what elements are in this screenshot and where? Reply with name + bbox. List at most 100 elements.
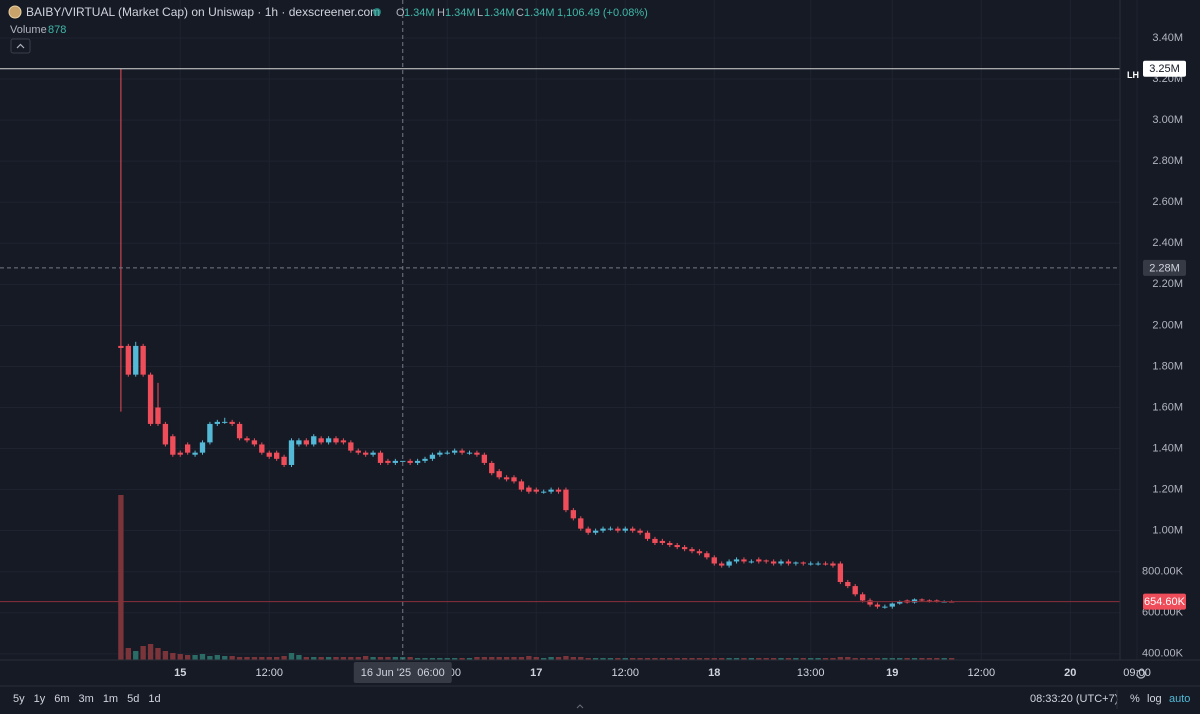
volume-bar: [214, 655, 220, 660]
volume-bar: [570, 657, 577, 660]
candle-body: [348, 442, 354, 451]
candle-body: [822, 563, 829, 565]
candle-body: [162, 423, 169, 445]
candle-body: [177, 452, 183, 455]
volume-bar: [652, 658, 658, 660]
last-price-label: 654.60K: [1144, 596, 1186, 608]
volume-bar: [385, 657, 391, 660]
candle-body: [362, 452, 369, 455]
x-tick-label: 15: [174, 667, 186, 679]
volume-bar: [711, 658, 717, 660]
volume-bar: [934, 658, 940, 660]
range-button[interactable]: 1d: [148, 693, 160, 705]
candle-body: [214, 421, 220, 424]
candle-body: [400, 460, 406, 462]
candle-body: [733, 559, 740, 562]
y-tick-label: 3.40M: [1152, 32, 1183, 44]
volume-bar: [526, 656, 532, 660]
legend-h: 1.34M: [445, 7, 476, 19]
x-tick-label: 20: [1064, 667, 1076, 679]
range-buttons: 5y 1y 6m 3m 1m 5d 1d: [13, 693, 161, 705]
range-button[interactable]: 5d: [127, 693, 139, 705]
candle-body: [273, 452, 280, 459]
range-button[interactable]: 1m: [103, 693, 118, 705]
range-button[interactable]: 5y: [13, 693, 25, 705]
candle-body: [667, 542, 673, 546]
candle-body: [726, 561, 732, 566]
volume-bar: [874, 658, 881, 660]
volume-bar: [251, 657, 258, 660]
y-tick-label: 600.00K: [1142, 607, 1184, 619]
y-tick-label: 2.20M: [1152, 278, 1183, 290]
volume-bar: [466, 658, 473, 660]
volume-bar: [474, 657, 480, 660]
volume-bar: [911, 658, 918, 660]
candle-body: [281, 456, 287, 465]
volume-bar: [452, 658, 458, 660]
y-tick-label: 2.00M: [1152, 319, 1183, 331]
expand-icon[interactable]: [576, 704, 584, 709]
candle-body: [770, 561, 777, 564]
candle-body: [689, 549, 695, 552]
volume-title: Volume: [10, 24, 47, 36]
range-button[interactable]: 6m: [54, 693, 69, 705]
volume-bar: [630, 658, 636, 660]
volume-bar: [459, 658, 465, 660]
candle-body: [244, 438, 250, 441]
candle-body: [355, 450, 361, 453]
candle-body: [444, 452, 450, 454]
volume-bar: [674, 658, 680, 660]
x-tick-label: 18: [708, 667, 720, 679]
x-tick-label: 17: [530, 667, 542, 679]
candle-body: [741, 559, 747, 562]
candle-body: [414, 460, 421, 463]
y-tick-label: 2.80M: [1152, 155, 1183, 167]
legend-l-label: L: [477, 7, 483, 19]
volume-bar: [563, 656, 569, 660]
candle-body: [748, 561, 755, 563]
token-icon: [8, 5, 22, 19]
y-tick-label: 1.80M: [1152, 360, 1183, 372]
volume-bar: [607, 658, 614, 660]
volume-bar: [756, 658, 762, 660]
candle-body: [897, 601, 903, 604]
auto-toggle[interactable]: auto: [1169, 693, 1190, 705]
candle-body: [622, 528, 628, 531]
candle-body: [392, 460, 399, 463]
x-tick-label: 13:00: [797, 667, 825, 679]
volume-bar: [437, 658, 443, 660]
range-button[interactable]: 1y: [34, 693, 46, 705]
volume-bar: [548, 657, 554, 660]
candle-body: [170, 436, 176, 455]
candle-body: [459, 450, 465, 453]
collapse-button[interactable]: [10, 38, 31, 54]
volume-bar: [177, 654, 183, 660]
settings-icon[interactable]: [1136, 669, 1146, 679]
candle-body: [311, 436, 317, 445]
log-toggle[interactable]: log: [1147, 693, 1162, 705]
crosshair-y-tag: [1143, 259, 1186, 276]
candle-body: [333, 438, 339, 443]
y-tick-label: 2.40M: [1152, 237, 1183, 249]
candle-body: [503, 477, 510, 480]
candle-body: [704, 553, 710, 558]
percent-toggle[interactable]: %: [1130, 693, 1140, 705]
volume-bar: [741, 658, 747, 660]
volume-bar: [882, 658, 888, 660]
y-tick-label: 400.00K: [1142, 648, 1184, 660]
candle-body: [288, 440, 295, 465]
candle-body: [830, 563, 836, 566]
volume-bar: [184, 655, 191, 660]
candle-body: [615, 528, 621, 531]
volume-bar: [689, 658, 695, 660]
volume-bar: [229, 656, 235, 660]
crosshair-x-tag: [353, 662, 452, 683]
volume-bar: [318, 657, 324, 660]
x-tick-label: 12:00: [255, 667, 283, 679]
volume-bar: [852, 658, 858, 660]
volume-bar: [555, 657, 562, 660]
volume-bar: [600, 658, 606, 660]
range-button[interactable]: 3m: [79, 693, 94, 705]
candle-body: [155, 407, 161, 424]
volume-bar: [541, 658, 547, 660]
